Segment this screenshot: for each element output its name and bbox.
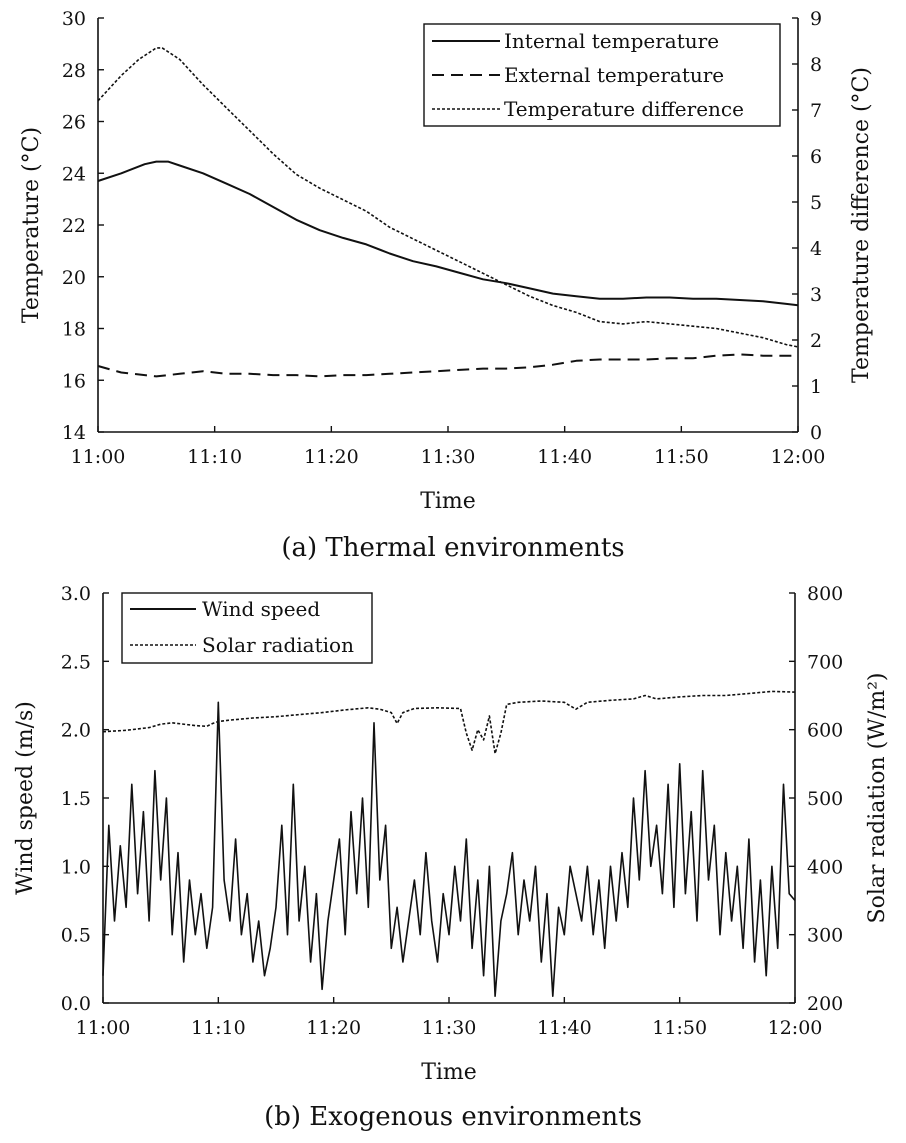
chart-0-y2tick-label: 7 [810, 100, 822, 122]
chart-1-xtick-label: 12:00 [768, 1017, 823, 1039]
chart-1-xtick-label: 11:40 [537, 1017, 592, 1039]
chart-1-xtick-label: 11:00 [76, 1017, 131, 1039]
chart-0-y2tick-label: 6 [810, 146, 822, 168]
chart-0-series-internal-temperature [97, 160, 799, 307]
chart-0-ytick-label: 30 [62, 8, 86, 30]
chart-1-y2tick-label: 800 [807, 583, 843, 605]
legend-a-label-1: External temperature [504, 63, 724, 87]
chart-1-y2tick-label: 300 [807, 925, 843, 947]
chart-0-y2tick-label: 9 [810, 8, 822, 30]
chart-0-y2tick-label: 0 [810, 422, 822, 444]
chart-1-y2tick-label: 400 [807, 856, 843, 878]
chart-1-series-wind-speed [102, 701, 796, 998]
chart-0-ytick-label: 24 [62, 163, 86, 185]
chart-b-legend: Wind speed Solar radiation [121, 592, 373, 664]
chart-0-xtick-label: 11:00 [71, 446, 126, 468]
chart-b-y2label: Solar radiation (W/m²) [865, 672, 890, 923]
chart-1-ytick-label: 3.0 [61, 583, 91, 605]
chart-0-ytick-label: 28 [62, 60, 86, 82]
chart-b-caption: (b) Exogenous environments [264, 1102, 642, 1132]
chart-1-y2tick-label: 700 [807, 651, 843, 673]
chart-0-y2tick-label: 2 [810, 330, 822, 352]
chart-1-ytick-label: 2.0 [61, 720, 91, 742]
chart-0-y2tick-label: 4 [810, 238, 822, 260]
chart-0-xtick-label: 11:40 [537, 446, 592, 468]
legend-a-label-0: Internal temperature [504, 29, 719, 53]
chart-1-y2tick-label: 600 [807, 720, 843, 742]
legend-b-label-1: Solar radiation [202, 633, 354, 657]
chart-0-series-temperature-difference [97, 47, 799, 348]
chart-0-xtick-label: 11:50 [654, 446, 709, 468]
chart-1-xtick-label: 11:10 [191, 1017, 246, 1039]
chart-0-ytick-label: 16 [62, 370, 86, 392]
chart-0-xtick-label: 11:10 [187, 446, 242, 468]
legend-a-label-2: Temperature difference [504, 97, 744, 121]
chart-1-series-solar-radiation [102, 690, 796, 755]
chart-exogenous: 11:00 11:10 11:20 11:30 11:40 11:50 12:00 0.0 0.… [13, 583, 890, 1132]
chart-0-y2tick-label: 5 [810, 192, 822, 214]
chart-1-ytick-label: 0.5 [61, 925, 91, 947]
chart-0-y2tick-label: 8 [810, 54, 822, 76]
chart-0-ytick-label: 18 [62, 319, 86, 341]
chart-a-ylabel: Temperature (°C) [19, 127, 44, 323]
chart-1-y2tick-label: 200 [807, 993, 843, 1015]
chart-0-y2tick-label: 3 [810, 284, 822, 306]
chart-1-xtick-label: 11:20 [306, 1017, 361, 1039]
chart-a-legend: Internal temperature External temperatur… [423, 23, 781, 127]
chart-1-ytick-label: 2.5 [61, 651, 91, 673]
chart-1-ytick-label: 1.5 [61, 788, 91, 810]
chart-0-xtick-label: 12:00 [771, 446, 826, 468]
chart-0-ytick-label: 22 [62, 215, 86, 237]
chart-0-xtick-label: 11:30 [421, 446, 476, 468]
chart-0-y2tick-label: 1 [810, 376, 822, 398]
chart-1-y2tick-label: 500 [807, 788, 843, 810]
chart-1-ytick-label: 0.0 [61, 993, 91, 1015]
chart-a-caption: (a) Thermal environments [281, 533, 624, 563]
chart-a-y2label: Temperature difference (°C) [849, 67, 874, 383]
chart-1-xtick-label: 11:50 [652, 1017, 707, 1039]
chart-0-ytick-label: 14 [62, 422, 86, 444]
chart-thermal: 11:00 11:10 11:20 11:30 11:40 11:50 12:0014161… [19, 8, 874, 563]
legend-b-label-0: Wind speed [202, 597, 320, 621]
chart-0-ytick-label: 20 [62, 267, 86, 289]
chart-0-series-external-temperature [97, 353, 798, 378]
chart-1-ytick-label: 1.0 [61, 856, 91, 878]
chart-b-xlabel: Time [421, 1060, 477, 1085]
chart-0-ytick-label: 26 [62, 112, 86, 134]
chart-a-xlabel: Time [420, 489, 476, 514]
chart-0-xtick-label: 11:20 [304, 446, 359, 468]
chart-b-ylabel: Wind speed (m/s) [13, 701, 38, 895]
chart-1-xtick-label: 11:30 [422, 1017, 477, 1039]
